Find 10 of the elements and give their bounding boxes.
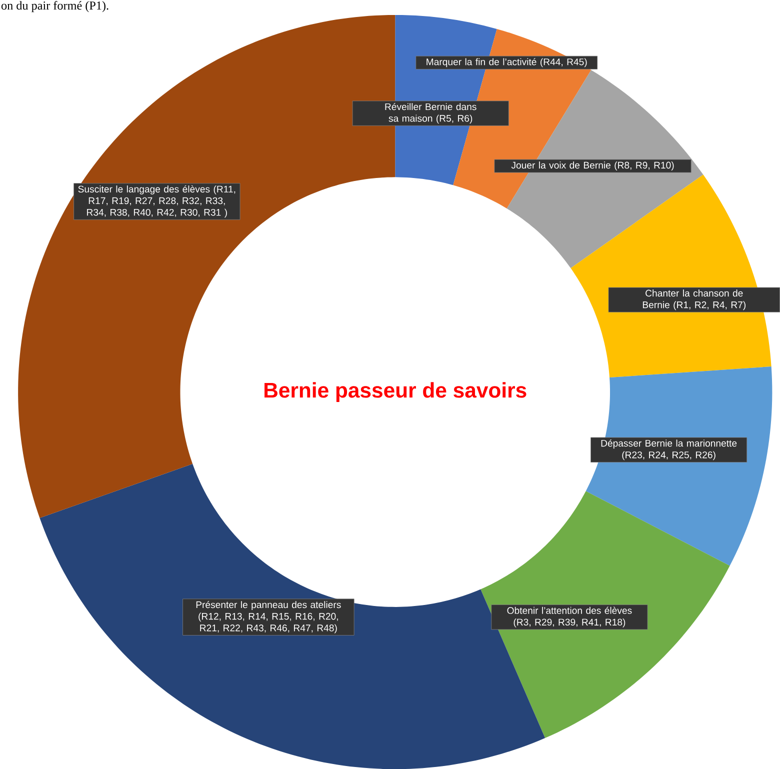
text: Bernie passeur de savoirs [264,382,526,402]
slice-label: Obtenir l’attention des élèves (R3, R29, R39, R41, R18) [507,606,632,628]
slice-label: Jouer la voix de Bernie (R8, R9, R10) [511,161,674,170]
text: on du pair formé (P1). [1,0,108,12]
slice-label: Chanter la chanson de Bernie (R1, R2, R4, R7) [642,289,746,310]
slice-label: Réveiller Bernie dans sa maison (R5, R6) [385,102,476,124]
slice-label: Susciter le langage des élèves (R11, R17, R19, R27, R28, R32, R33, R34, R38, R40, R42, R30, R31 ) [78,185,236,218]
slice-label: Dépasser Bernie la marionnette (R23, R24, R25, R26) [601,439,737,460]
slice-label: Marquer la fin de l’activité (R44, R45) [426,58,587,68]
slice-label: Présenter le panneau des ateliers (R12, R13, R14, R15, R16, R20, R21, R22, R43, R46, R47, R48) [196,600,341,634]
